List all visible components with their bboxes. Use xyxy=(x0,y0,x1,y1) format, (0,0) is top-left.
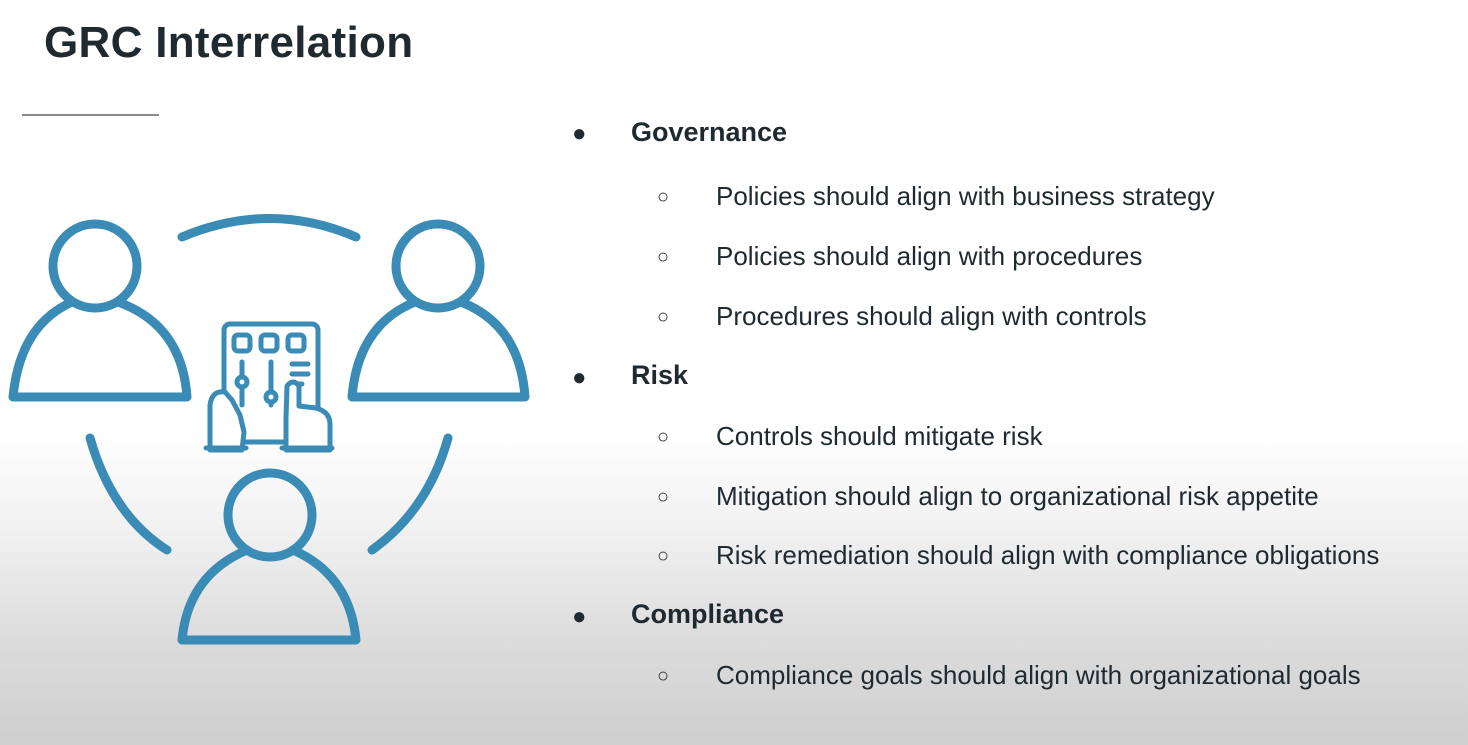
person-bottom-icon xyxy=(177,468,361,645)
list-item: Mitigation should align to organizationa… xyxy=(716,481,1319,511)
control-panel-icon xyxy=(203,321,335,453)
section-heading-governance: Governance xyxy=(631,117,788,147)
list-item: Risk remediation should align with compl… xyxy=(716,540,1380,570)
right-arc xyxy=(367,433,453,555)
title-underline xyxy=(22,114,159,116)
sub-bullet: ○ xyxy=(657,486,670,508)
sub-bullet: ○ xyxy=(657,426,670,448)
top-arc xyxy=(177,214,361,242)
team-control-panel-icon xyxy=(8,214,530,645)
sub-bullet: ○ xyxy=(657,545,670,567)
person-left-icon xyxy=(8,219,192,402)
sub-bullet: ○ xyxy=(657,186,670,208)
list-item: Controls should mitigate risk xyxy=(716,421,1043,451)
person-right-icon xyxy=(347,219,530,402)
list-item: Compliance goals should align with organ… xyxy=(716,660,1361,690)
sub-bullet: ○ xyxy=(657,246,670,268)
section-bullet: ● xyxy=(572,364,587,391)
section-heading-risk: Risk xyxy=(631,360,689,390)
section-bullet: ● xyxy=(572,120,587,147)
left-arc xyxy=(85,433,172,555)
sub-bullet: ○ xyxy=(657,665,670,687)
list-item: Policies should align with procedures xyxy=(716,241,1143,271)
sub-bullet: ○ xyxy=(657,306,670,328)
section-bullet: ● xyxy=(572,603,587,630)
list-item: Procedures should align with controls xyxy=(716,301,1147,331)
list-item: Policies should align with business stra… xyxy=(716,181,1215,211)
slide-title: GRC Interrelation xyxy=(44,18,414,67)
section-heading-compliance: Compliance xyxy=(631,599,785,629)
